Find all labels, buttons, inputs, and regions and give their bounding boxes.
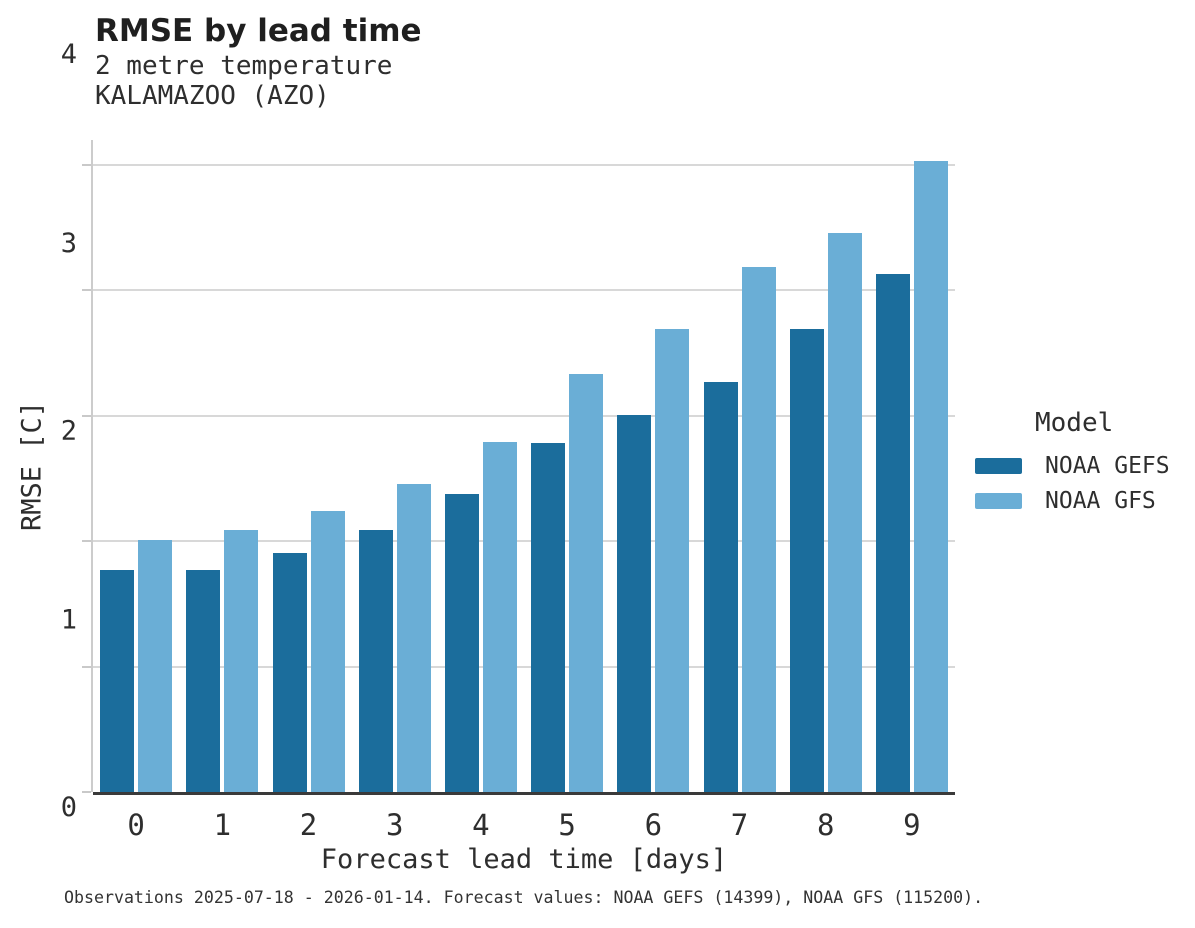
bar-noaa-gfs-lead-0 [138, 539, 173, 792]
y-tick-label-4: 4 [60, 39, 77, 71]
y-tick-mark-5 [82, 164, 91, 167]
chart-subtitle-station: KALAMAZOO (AZO) [95, 81, 330, 112]
chart-title: RMSE by lead time [95, 13, 422, 49]
y-tick-mark-4 [82, 289, 91, 292]
x-tick-label-1: 1 [213, 808, 232, 842]
bar-noaa-gefs-lead-5 [531, 443, 566, 792]
bar-noaa-gefs-lead-8 [789, 329, 824, 792]
y-tick-label-3: 3 [60, 227, 77, 259]
y-tick-mark-2 [82, 540, 91, 543]
plot-area: Forecast lead time [days] RMSE [C] 0 1 2 3 4… [17, 40, 955, 875]
x-tick-label-9: 9 [903, 808, 921, 842]
x-tick-label-4: 4 [472, 808, 490, 842]
x-tick-label-6: 6 [644, 808, 663, 842]
x-tick-label-2: 2 [299, 808, 318, 842]
y-tick-label-1: 1 [60, 603, 77, 635]
chart-header: RMSE by lead time 2 metre temperature KA… [95, 12, 422, 112]
y-tick-mark-1 [82, 665, 91, 668]
bar-noaa-gfs-lead-5 [569, 374, 604, 792]
bar-noaa-gfs-lead-2 [310, 511, 345, 792]
x-tick-label-0: 0 [127, 808, 145, 842]
y-tick-mark-0 [82, 791, 91, 793]
y-axis-label: RMSE [C] [16, 400, 48, 532]
caption: Observations 2025-07-18 - 2026-01-14. Fo… [64, 888, 984, 907]
bar-noaa-gfs-lead-4 [482, 442, 517, 792]
gridline-y-4 [93, 289, 955, 292]
bar-noaa-gefs-lead-6 [617, 414, 652, 792]
gridline-y-1 [93, 665, 955, 668]
bar-noaa-gefs-lead-7 [703, 382, 738, 792]
bar-noaa-gfs-lead-6 [655, 329, 690, 792]
legend-label-noaa-gfs: NOAA GFS [1045, 487, 1156, 514]
legend-label-noaa-gefs: NOAA GEFS [1045, 452, 1170, 479]
legend-title: Model [1035, 408, 1114, 438]
bar-noaa-gfs-lead-7 [741, 266, 776, 792]
legend: Model NOAA GEFS NOAA GFS [975, 408, 1170, 518]
bar-noaa-gefs-lead-3 [358, 529, 393, 792]
chart-subtitle-variable: 2 metre temperature [95, 50, 393, 81]
x-tick-label-7: 7 [730, 808, 749, 842]
bar-noaa-gfs-lead-8 [827, 232, 862, 792]
bar-noaa-gfs-lead-1 [224, 529, 259, 792]
bar-noaa-gfs-lead-9 [913, 161, 948, 792]
legend-swatch-noaa-gefs [975, 457, 1022, 474]
x-tick-label-8: 8 [816, 808, 835, 842]
gridline-y-3 [93, 414, 955, 417]
y-tick-label-2: 2 [60, 415, 77, 447]
legend-swatch-noaa-gfs [975, 492, 1022, 509]
x-tick-label-3: 3 [385, 808, 404, 842]
bar-noaa-gefs-lead-1 [186, 570, 221, 792]
x-tick-label-5: 5 [558, 808, 576, 842]
x-axis-label: Forecast lead time [days] [320, 844, 728, 875]
y-tick-mark-3 [82, 414, 91, 417]
bar-noaa-gefs-lead-9 [875, 274, 910, 792]
y-tick-label-5: 5 [61, 0, 77, 479]
bar-noaa-gefs-lead-4 [444, 493, 479, 792]
bar-noaa-gefs-lead-2 [272, 552, 307, 792]
gridline-y-5 [93, 164, 955, 167]
bar-noaa-gfs-lead-3 [396, 483, 431, 792]
bar-noaa-gefs-lead-0 [100, 570, 135, 792]
legend-entry-noaa-gfs: NOAA GFS [975, 483, 1170, 518]
gridline-y-2 [93, 540, 955, 543]
y-axis-spine [91, 140, 93, 792]
legend-entry-noaa-gefs: NOAA GEFS [975, 448, 1170, 483]
x-axis-line [93, 792, 955, 795]
